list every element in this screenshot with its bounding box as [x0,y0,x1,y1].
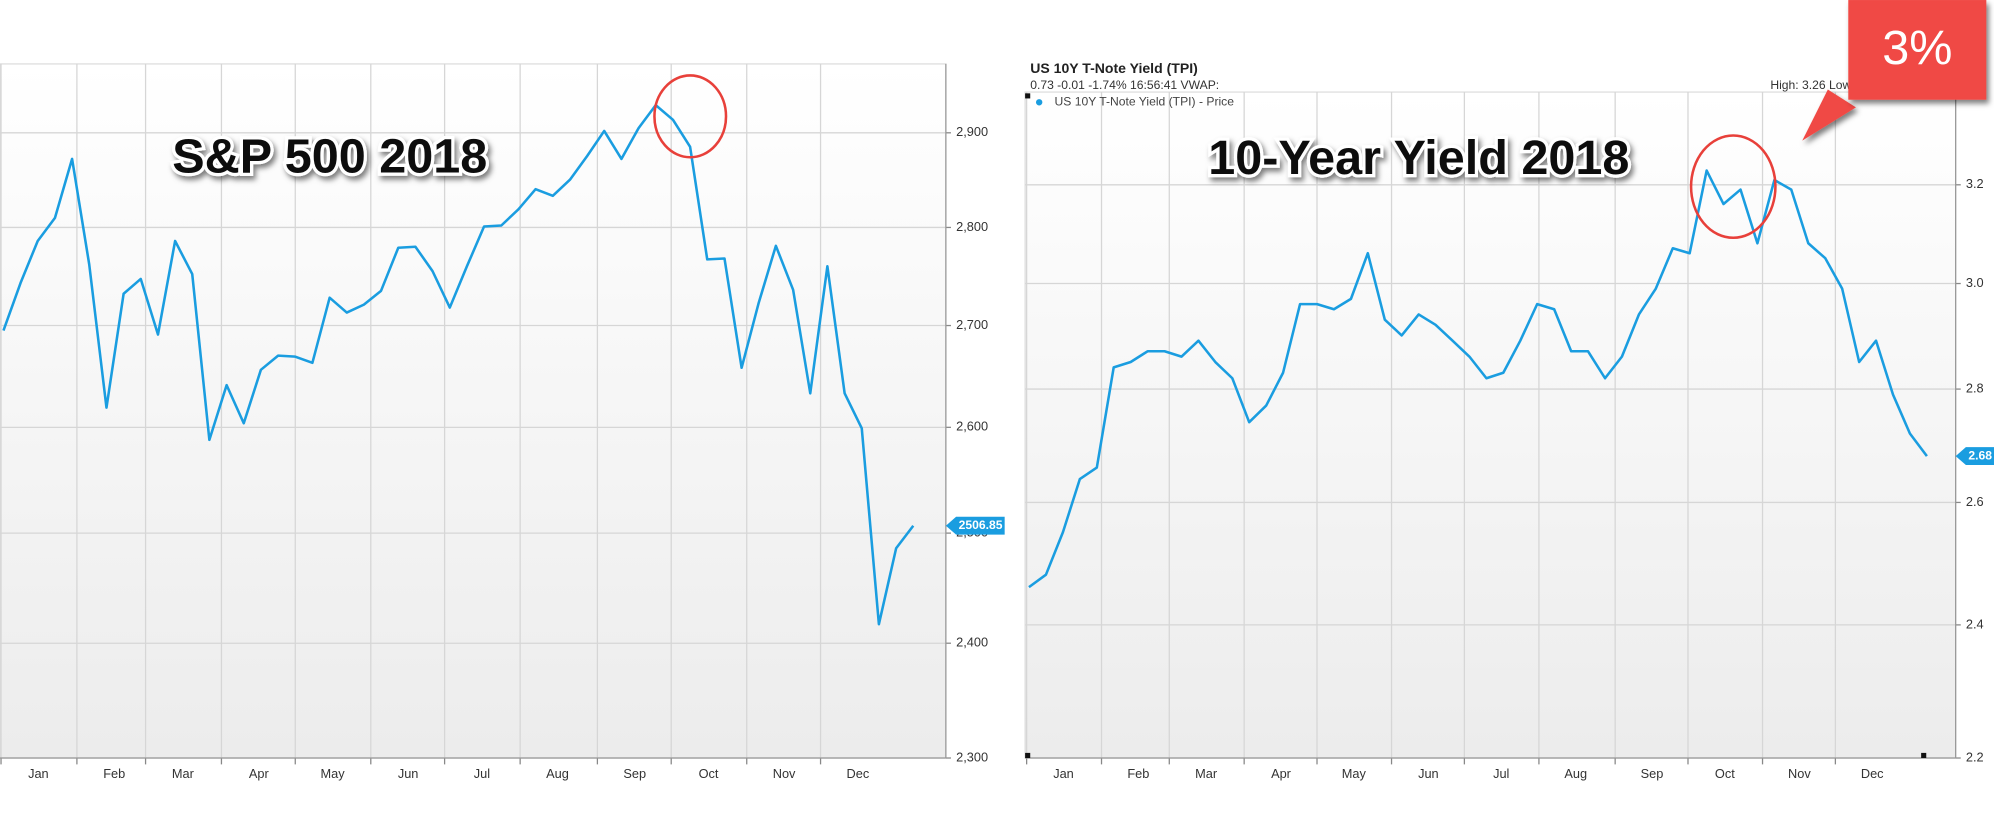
chart-header: US 10Y T-Note Yield (TPI) [1030,60,1198,76]
x-tick-label: Jun [1418,766,1439,781]
x-tick-label: Feb [1127,766,1149,781]
x-tick-label: Oct [1715,766,1735,781]
x-tick-label: Dec [847,766,870,781]
y-tick-label: 3.2 [1966,176,1984,191]
price-tag-label: 2506.85 [959,518,1003,532]
y-tick-label: 2,300 [956,749,988,764]
corner-marker [1025,93,1031,99]
y-tick-label: 2,900 [956,124,988,139]
y-tick-label: 2,700 [956,317,988,332]
x-tick-label: Apr [249,766,270,781]
corner-marker [1921,752,1927,759]
y-tick-label: 2,600 [956,419,988,434]
legend-dot [1035,99,1043,106]
legend-label: US 10Y T-Note Yield (TPI) - Price [1055,94,1235,108]
price-line [2,103,915,626]
x-tick-label: May [1342,766,1367,781]
x-tick-label: Aug [1564,766,1587,781]
x-tick-label: Mar [172,766,195,781]
y-tick-label: 2,800 [956,219,988,234]
x-tick-label: Aug [546,766,569,781]
y-tick-label: 2.2 [1966,749,1984,764]
quote-info: 0.73 -0.01 -1.74% 16:56:41 VWAP: [1030,78,1219,92]
x-tick-label: Mar [1195,766,1218,781]
x-tick-label: Nov [1788,766,1811,781]
price-line [1028,169,1928,589]
y-tick-label: 2.8 [1966,380,1984,395]
callout-box [1848,0,1987,100]
x-tick-label: Sep [1641,766,1664,781]
charts: 2,3002,4002,5002,6002,7002,8002,900JanFe… [0,0,1994,781]
plot-area [1024,91,1957,759]
callout-arrow [1802,89,1856,141]
high-low: High: 3.26 Low [1770,78,1851,92]
y-tick-label: 2.4 [1966,616,1984,631]
x-tick-label: Feb [103,766,125,781]
x-tick-label: Jan [28,766,49,781]
chart-title: 10-Year Yield 2018 [1208,131,1629,185]
x-tick-label: Jan [1053,766,1074,781]
chart-title: S&P 500 2018 [172,130,487,184]
callout-label: 3% [1882,21,1952,75]
price-tag [945,516,1005,535]
x-tick-label: Jul [474,766,490,781]
x-tick-label: Nov [773,766,796,781]
highlight-circle [1689,134,1777,240]
x-tick-label: Oct [699,766,719,781]
y-tick-label: 2,400 [956,635,988,650]
corner-marker [1025,752,1031,759]
x-tick-label: May [321,766,346,781]
x-tick-label: Apr [1271,766,1292,781]
y-tick-label: 3.0 [1966,275,1984,290]
y-tick-label: 2.6 [1966,494,1984,509]
price-tag-label: 2.68 [1968,448,1992,462]
plot-area [0,63,947,759]
x-tick-label: Dec [1861,766,1884,781]
highlight-circle [653,74,728,159]
x-tick-label: Jun [398,766,419,781]
x-tick-label: Sep [623,766,646,781]
price-tag [1955,447,1994,466]
x-tick-label: Jul [1493,766,1509,781]
